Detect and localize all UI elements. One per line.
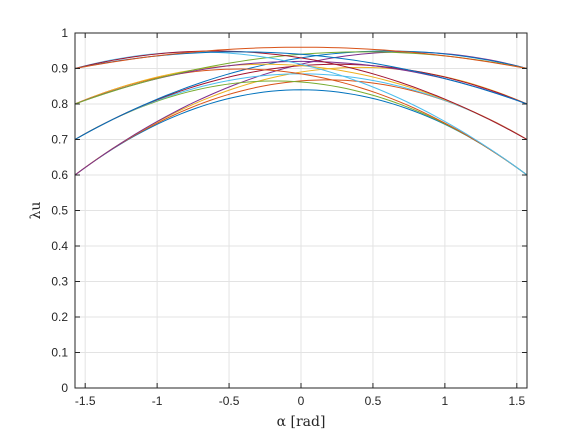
y-tick-label: 0.1 [51, 346, 68, 360]
x-tick-label: -0.5 [219, 394, 240, 408]
y-tick-label: 0 [61, 381, 68, 395]
y-tick-label: 1 [61, 26, 68, 40]
y-tick-label: 0.4 [51, 239, 68, 253]
series-line-14 [74, 50, 528, 140]
x-axis-label: α [rad] [277, 414, 326, 430]
y-tick-label: 0.6 [51, 168, 68, 182]
y-tick-label: 0.7 [51, 133, 68, 147]
series-line-5 [74, 80, 528, 176]
y-tick-label: 0.8 [51, 97, 68, 111]
y-tick-label: 0.3 [51, 275, 68, 289]
series-line-9 [74, 68, 528, 176]
x-tick-label: -1 [152, 394, 163, 408]
grid [75, 32, 527, 389]
series-line-16 [74, 46, 528, 69]
y-tick-label: 0.9 [51, 62, 68, 76]
y-tick-label: 0.2 [51, 310, 68, 324]
x-axis-ticks: -1.5 -1 -0.5 0 0.5 1 1.5 [75, 33, 525, 408]
x-tick-label: 0 [298, 394, 305, 408]
x-tick-label: 0.5 [365, 394, 382, 408]
x-tick-label: 1.5 [508, 394, 525, 408]
x-tick-label: 1 [442, 394, 449, 408]
y-axis-ticks: 0 0.1 0.2 0.3 0.4 0.5 0.6 0.7 0.8 0.9 1 [51, 26, 527, 395]
y-axis-label: λu [28, 202, 44, 220]
y-tick-label: 0.5 [51, 204, 68, 218]
series-lines [74, 46, 528, 176]
x-tick-label: -1.5 [75, 394, 96, 408]
